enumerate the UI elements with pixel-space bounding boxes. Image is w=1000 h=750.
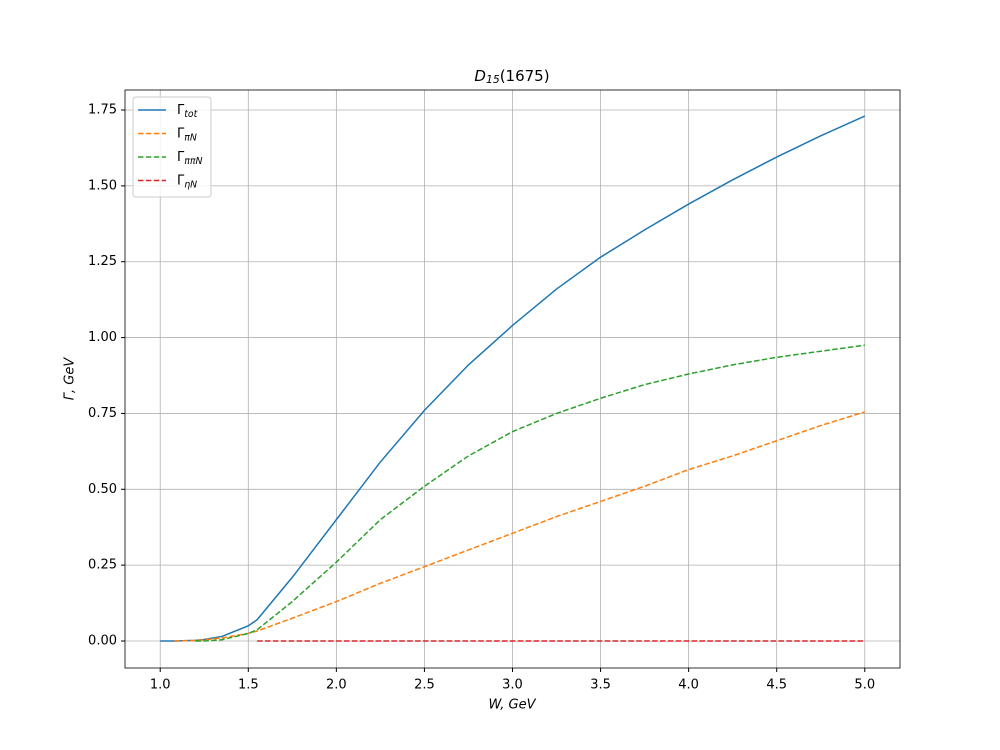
x-tick-label: 2.5 (414, 678, 435, 693)
y-tick-label: 0.00 (88, 633, 117, 648)
x-tick-label: 4.0 (678, 678, 699, 693)
y-tick-label: 1.00 (88, 330, 117, 345)
x-tick-label: 1.0 (150, 678, 171, 693)
series-line (174, 411, 865, 642)
legend-label: ΓπN (177, 126, 197, 143)
legend-label: ΓππN (177, 150, 203, 167)
y-tick-label: 0.75 (88, 406, 117, 421)
y-tick-label: 0.50 (88, 482, 117, 497)
legend-box (132, 96, 212, 198)
plot-frame (124, 89, 901, 669)
x-tick-label: 3.5 (590, 678, 611, 693)
x-tick-label: 4.5 (766, 678, 787, 693)
y-tick-label: 1.75 (88, 103, 117, 118)
chart-title: D15(1675) (474, 67, 549, 87)
legend-label: Γtot (177, 103, 198, 120)
y-tick-label: 1.25 (88, 254, 117, 269)
y-tick-label: 1.50 (88, 178, 117, 193)
x-tick-label: 1.5 (238, 678, 259, 693)
x-tick-label: 3.0 (502, 678, 523, 693)
y-tick-label: 0.25 (88, 558, 117, 573)
series-line (195, 344, 865, 642)
x-tick-label: 2.0 (326, 678, 347, 693)
x-axis-label: W, GeV (488, 698, 536, 713)
y-axis-label: Γ, GeV (63, 357, 78, 401)
legend-label: ΓηN (177, 173, 197, 190)
x-tick-label: 5.0 (854, 678, 875, 693)
